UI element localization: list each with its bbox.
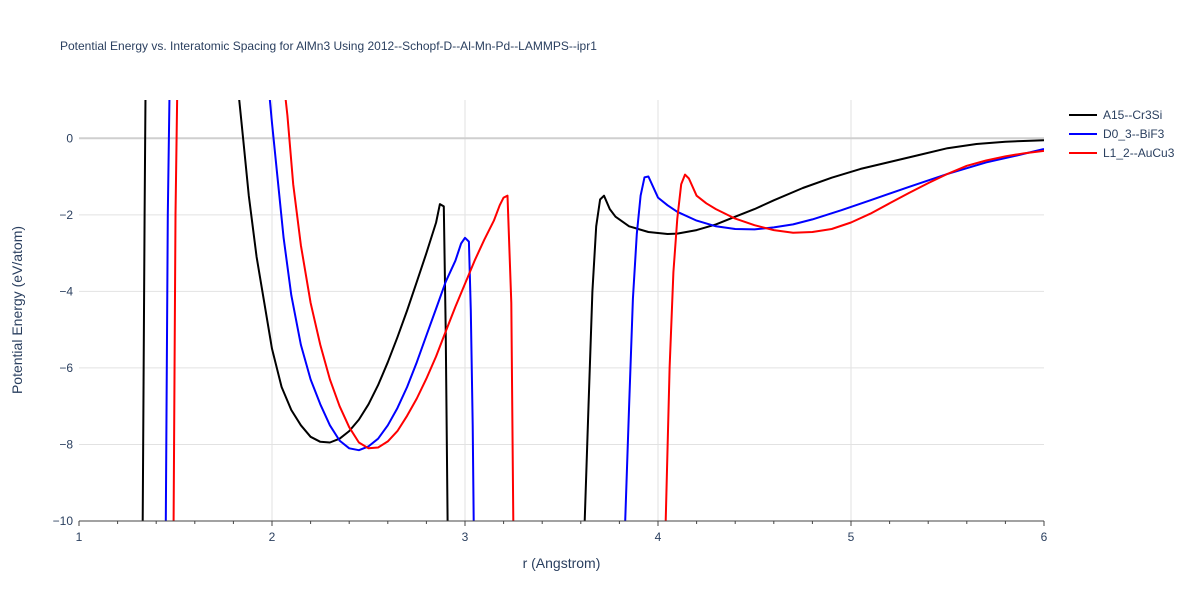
series-line-a15-cr3si (583, 139, 1044, 521)
legend-item-d0-3-bif3[interactable]: D0_3--BiF3 (1069, 127, 1165, 141)
series-lines (141, 100, 1044, 521)
series-line-d0-3-bif3 (268, 100, 475, 521)
axes: 1 2 3 4 5 6 −10 −8 −6 −4 −2 0 (53, 131, 1048, 544)
y-tick-label: 0 (66, 131, 73, 145)
x-axis-title: r (Angstrom) (523, 555, 601, 571)
legend-item-l1-2-aucu3[interactable]: L1_2--AuCu3 (1069, 146, 1175, 160)
grid (79, 100, 1044, 521)
x-tick-label: 2 (269, 530, 276, 544)
x-tick-label: 1 (76, 530, 83, 544)
y-tick-label: −2 (59, 208, 73, 222)
legend-label: L1_2--AuCu3 (1103, 146, 1175, 160)
series-line-l1-2-aucu3 (172, 100, 179, 521)
y-tick-label: −8 (59, 437, 73, 451)
chart-title: Potential Energy vs. Interatomic Spacing… (60, 39, 597, 53)
series-line-d0-3-bif3 (164, 100, 171, 521)
legend-item-a15-cr3si[interactable]: A15--Cr3Si (1069, 108, 1162, 122)
series-line-a15-cr3si (238, 100, 449, 521)
x-tick-label: 3 (462, 530, 469, 544)
y-tick-label: −10 (53, 514, 74, 528)
series-line-d0-3-bif3 (624, 148, 1044, 521)
legend-label: D0_3--BiF3 (1103, 127, 1165, 141)
y-tick-label: −4 (59, 284, 73, 298)
legend-label: A15--Cr3Si (1103, 108, 1162, 122)
x-tick-label: 5 (848, 530, 855, 544)
x-tick-label: 4 (655, 530, 662, 544)
series-line-a15-cr3si (141, 100, 147, 521)
x-tick-label: 6 (1041, 530, 1048, 544)
y-axis-title: Potential Energy (eV/atom) (9, 226, 25, 394)
series-line-l1-2-aucu3 (664, 149, 1044, 521)
plot-area (141, 100, 1044, 521)
series-line-l1-2-aucu3 (284, 100, 515, 521)
y-tick-label: −6 (59, 361, 73, 375)
legend[interactable]: A15--Cr3Si D0_3--BiF3 L1_2--AuCu3 (1069, 108, 1175, 160)
